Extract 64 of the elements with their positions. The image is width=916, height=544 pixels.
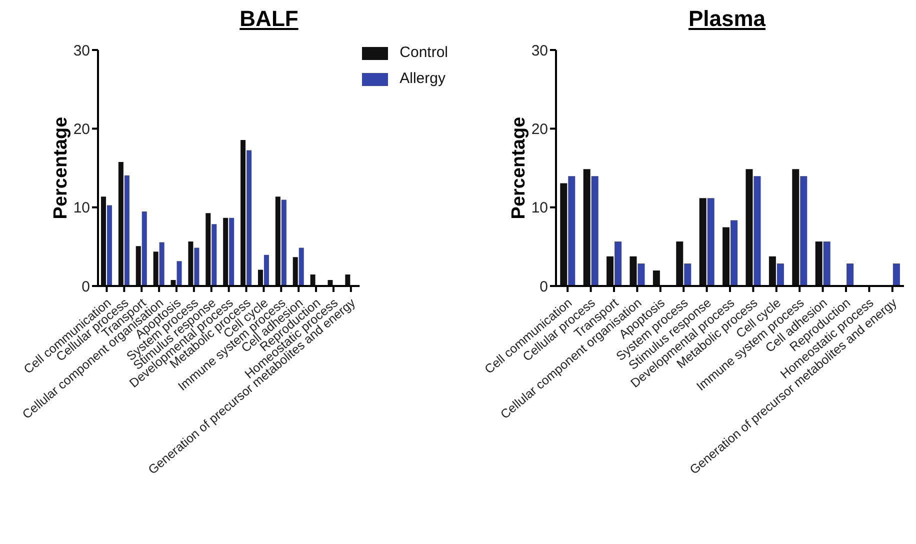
chart-title: BALF [238, 6, 300, 32]
y-axis-title: Percentage [508, 116, 530, 220]
y-tick-label: 0 [540, 278, 548, 296]
bar [153, 252, 158, 286]
bar [746, 169, 753, 286]
bar [846, 263, 854, 286]
bar [730, 220, 738, 286]
bar [106, 205, 112, 286]
bar [722, 227, 730, 286]
y-tick-label: 10 [73, 200, 90, 217]
bar [707, 198, 714, 286]
bar [292, 257, 298, 286]
bar [345, 274, 350, 286]
bar [118, 162, 124, 286]
bar [229, 218, 234, 286]
bar [176, 261, 182, 286]
y-tick-label: 10 [531, 200, 548, 217]
bar [281, 200, 286, 286]
bar [212, 224, 217, 286]
bar [206, 213, 211, 286]
bar [100, 196, 106, 286]
bar [630, 256, 637, 286]
bar [258, 270, 263, 286]
bar [583, 169, 590, 286]
bar [275, 196, 280, 286]
y-tick-label: 0 [82, 278, 90, 296]
bar [264, 254, 269, 286]
y-axis-title: Percentage [50, 116, 72, 220]
bar [298, 248, 304, 286]
y-tick-label: 20 [531, 120, 548, 138]
bar [124, 175, 130, 286]
bar [188, 241, 194, 286]
bar [136, 246, 141, 286]
bar [684, 263, 692, 286]
bar [823, 241, 830, 286]
bar [792, 169, 800, 286]
bar [568, 176, 576, 286]
bar [800, 176, 808, 286]
bar [310, 274, 316, 286]
bar [159, 242, 164, 286]
y-tick-label: 20 [73, 120, 90, 138]
bar [638, 263, 645, 286]
bar [614, 241, 622, 286]
bar [240, 140, 246, 286]
bar [560, 183, 568, 286]
legend-label: Allergy [400, 69, 446, 89]
y-tick-label: 30 [73, 42, 90, 60]
bar [815, 241, 822, 286]
bar [223, 218, 228, 286]
chart-title: Plasma [687, 6, 767, 32]
bar [754, 176, 761, 286]
bar [652, 270, 660, 286]
bar [768, 256, 776, 286]
legend-label: Control [400, 43, 448, 63]
bar [194, 248, 200, 286]
bar [676, 241, 684, 286]
bar [776, 263, 784, 286]
bar [699, 198, 706, 286]
bar [892, 263, 900, 286]
bar [246, 150, 252, 286]
bar [591, 176, 598, 286]
bar [606, 256, 614, 286]
bar [142, 212, 147, 286]
y-tick-label: 30 [531, 42, 548, 60]
